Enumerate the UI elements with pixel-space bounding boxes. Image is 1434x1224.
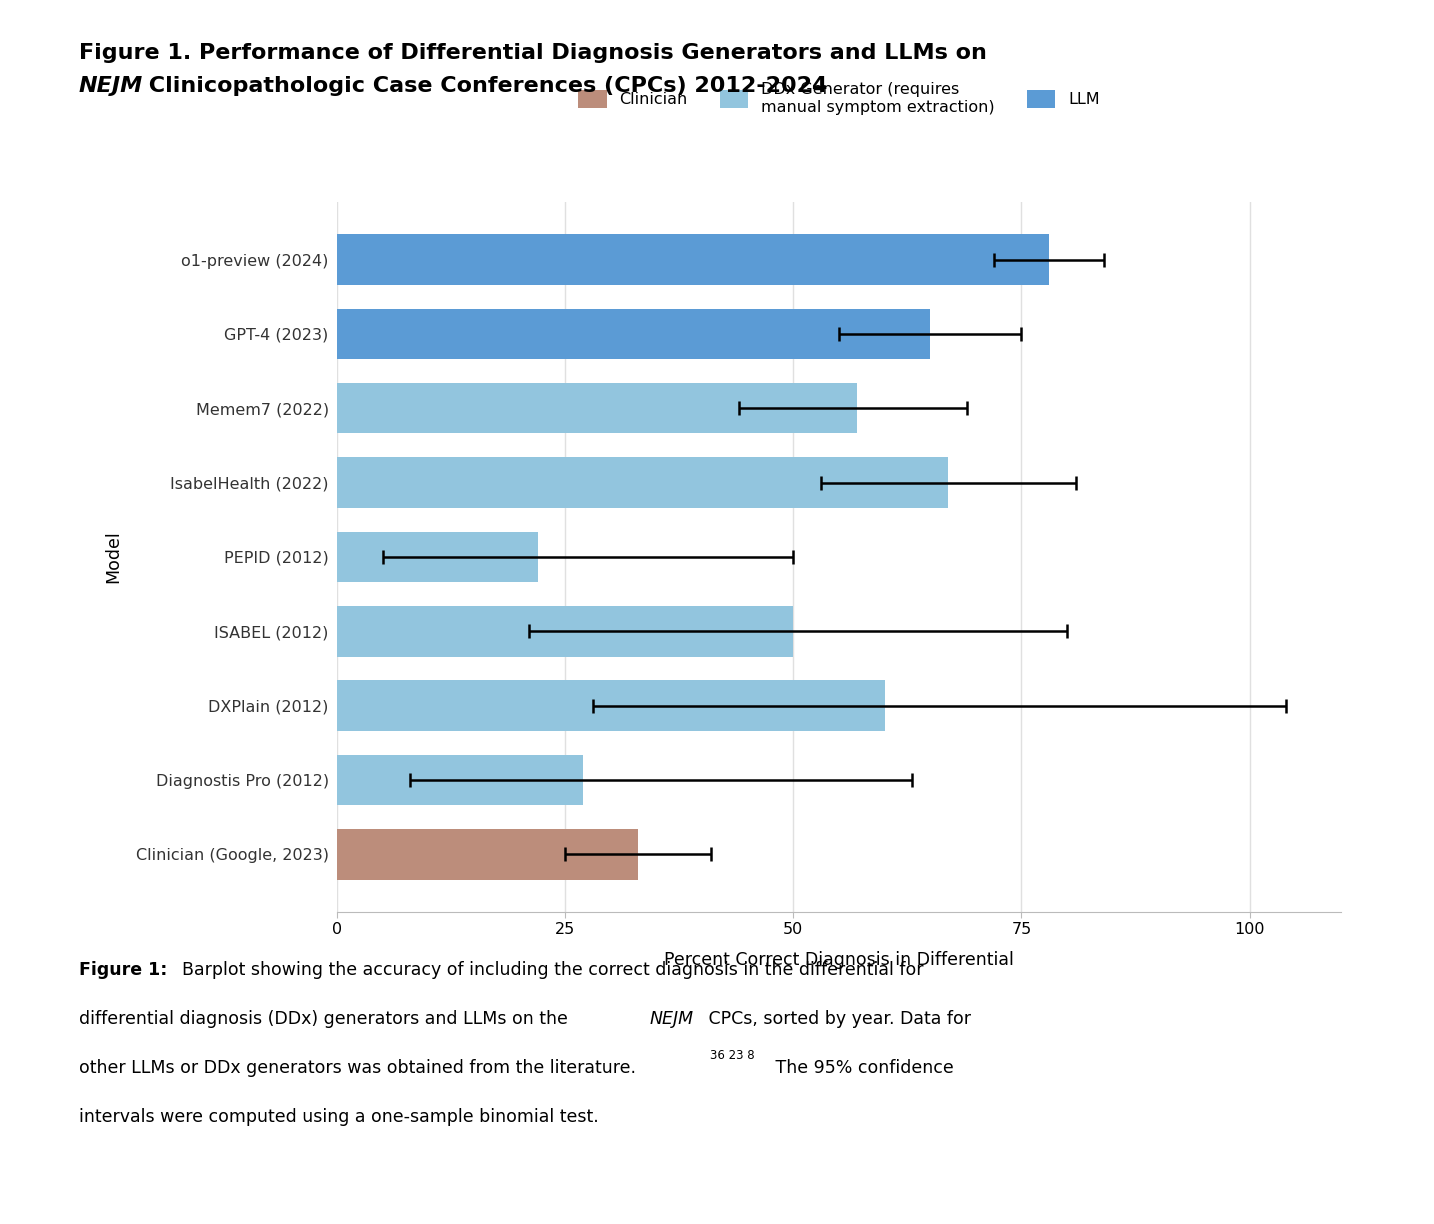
- Text: Barplot showing the accuracy of including the correct diagnosis in the different: Barplot showing the accuracy of includin…: [182, 961, 923, 979]
- Text: Figure 1:: Figure 1:: [79, 961, 168, 979]
- Bar: [337, 829, 638, 880]
- Text: The 95% confidence: The 95% confidence: [770, 1059, 954, 1077]
- Legend: Clinician, DDx Generator (requires
manual symptom extraction), LLM: Clinician, DDx Generator (requires manua…: [578, 82, 1100, 115]
- Bar: [337, 681, 885, 731]
- Text: intervals were computed using a one-sample binomial test.: intervals were computed using a one-samp…: [79, 1108, 598, 1126]
- Bar: [337, 606, 793, 656]
- Text: Clinicopathologic Case Conferences (CPCs) 2012-2024: Clinicopathologic Case Conferences (CPCs…: [141, 76, 827, 95]
- Bar: [337, 755, 584, 805]
- X-axis label: Percent Correct Diagnosis in Differential: Percent Correct Diagnosis in Differentia…: [664, 951, 1014, 969]
- Text: other LLMs or DDx generators was obtained from the literature.: other LLMs or DDx generators was obtaine…: [79, 1059, 635, 1077]
- Bar: [337, 308, 931, 359]
- Bar: [337, 234, 1048, 285]
- Y-axis label: Model: Model: [103, 530, 122, 584]
- Text: NEJM: NEJM: [79, 76, 143, 95]
- Text: CPCs, sorted by year. Data for: CPCs, sorted by year. Data for: [703, 1010, 971, 1028]
- Text: differential diagnosis (DDx) generators and LLMs on the: differential diagnosis (DDx) generators …: [79, 1010, 574, 1028]
- Bar: [337, 383, 858, 433]
- Text: Figure 1. Performance of Differential Diagnosis Generators and LLMs on: Figure 1. Performance of Differential Di…: [79, 43, 987, 62]
- Bar: [337, 531, 538, 583]
- Bar: [337, 458, 948, 508]
- Text: 36 23 8: 36 23 8: [710, 1049, 754, 1062]
- Text: NEJM: NEJM: [650, 1010, 694, 1028]
